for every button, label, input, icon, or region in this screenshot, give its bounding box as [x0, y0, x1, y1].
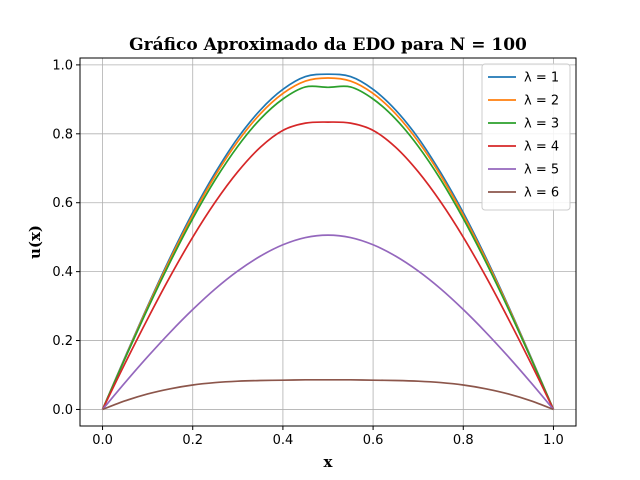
y-tick-label: 1.0 [52, 58, 73, 73]
plot-frame [79, 57, 577, 427]
x-tick-label: 0.6 [363, 433, 384, 448]
legend-label-6: λ = 6 [524, 186, 559, 201]
x-tick-label: 0.0 [92, 433, 113, 448]
y-tick-label: 0.6 [52, 196, 73, 211]
y-tick-label: 0.4 [52, 265, 73, 280]
legend-label-2: λ = 2 [524, 94, 559, 109]
y-tick-label: 0.0 [52, 403, 73, 418]
y-tick-label: 0.2 [52, 334, 73, 349]
legend-label-3: λ = 3 [524, 117, 559, 132]
series-lines [101, 73, 555, 411]
series-line-4 [101, 121, 555, 410]
chart-title: Gráfico Aproximado da EDO para N = 100 [129, 35, 527, 55]
legend: λ = 1 λ = 2 λ = 3 λ = 4 λ = 5 λ = 6 [481, 63, 571, 211]
series-line-3 [101, 85, 555, 410]
legend-label-5: λ = 5 [524, 163, 559, 178]
legend-label-1: λ = 1 [524, 71, 559, 86]
series-line-6 [102, 378, 554, 411]
x-tick-label: 0.4 [273, 433, 294, 448]
legend-label-4: λ = 4 [524, 140, 559, 155]
x-tick-label: 0.8 [453, 433, 474, 448]
y-axis-label: u(x) [26, 225, 44, 259]
axis-ticks: 0.0 0.2 0.4 0.6 0.8 1.0 0.0 0.2 0.4 0.6 0.8 1.0 [52, 58, 563, 448]
x-axis-label: x [324, 453, 334, 471]
y-tick-label: 0.8 [52, 127, 73, 142]
series-line-5 [101, 234, 555, 411]
series-line-2 [101, 77, 555, 410]
series-line-1 [101, 73, 555, 410]
x-tick-label: 1.0 [543, 433, 564, 448]
x-tick-label: 0.2 [182, 433, 203, 448]
